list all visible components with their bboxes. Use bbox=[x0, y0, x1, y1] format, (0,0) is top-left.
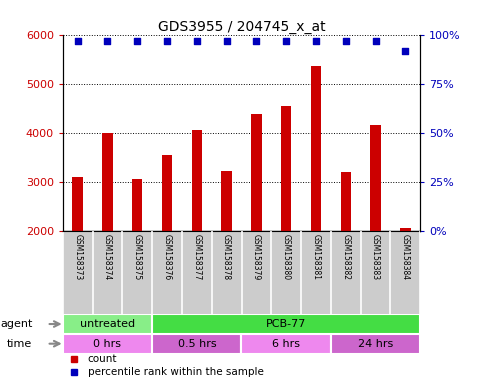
Text: count: count bbox=[88, 354, 117, 364]
Bar bbox=[152, 334, 242, 354]
Text: GSM158381: GSM158381 bbox=[312, 234, 320, 280]
Text: GSM158373: GSM158373 bbox=[73, 234, 82, 280]
Text: 0.5 hrs: 0.5 hrs bbox=[178, 339, 216, 349]
Point bbox=[163, 38, 171, 45]
Point bbox=[104, 38, 112, 45]
Bar bbox=[331, 334, 420, 354]
Bar bbox=[341, 172, 351, 231]
Text: GSM158379: GSM158379 bbox=[252, 234, 261, 280]
Text: GSM158378: GSM158378 bbox=[222, 234, 231, 280]
Bar bbox=[311, 66, 321, 231]
Text: GSM158377: GSM158377 bbox=[192, 234, 201, 280]
Text: GSM158375: GSM158375 bbox=[133, 234, 142, 280]
Bar bbox=[102, 133, 113, 231]
Bar bbox=[251, 114, 262, 231]
Bar bbox=[72, 177, 83, 231]
Point bbox=[401, 48, 409, 54]
Text: 6 hrs: 6 hrs bbox=[272, 339, 300, 349]
Point bbox=[312, 38, 320, 45]
Bar bbox=[192, 130, 202, 231]
Point bbox=[133, 38, 141, 45]
Bar bbox=[221, 171, 232, 231]
Text: GSM158384: GSM158384 bbox=[401, 234, 410, 280]
Point bbox=[253, 38, 260, 45]
Text: 0 hrs: 0 hrs bbox=[94, 339, 121, 349]
Point bbox=[193, 38, 201, 45]
Text: agent: agent bbox=[0, 319, 32, 329]
Text: GSM158376: GSM158376 bbox=[163, 234, 171, 280]
Text: GSM158383: GSM158383 bbox=[371, 234, 380, 280]
Point bbox=[342, 38, 350, 45]
Point bbox=[372, 38, 380, 45]
Point bbox=[282, 38, 290, 45]
Bar bbox=[370, 125, 381, 231]
Title: GDS3955 / 204745_x_at: GDS3955 / 204745_x_at bbox=[157, 20, 326, 33]
Text: untreated: untreated bbox=[80, 319, 135, 329]
Point bbox=[223, 38, 230, 45]
Text: percentile rank within the sample: percentile rank within the sample bbox=[88, 367, 264, 377]
Bar bbox=[242, 334, 331, 354]
Text: GSM158380: GSM158380 bbox=[282, 234, 291, 280]
Bar bbox=[63, 314, 152, 334]
Text: PCB-77: PCB-77 bbox=[266, 319, 306, 329]
Point bbox=[74, 38, 82, 45]
Text: 24 hrs: 24 hrs bbox=[358, 339, 393, 349]
Text: GSM158382: GSM158382 bbox=[341, 234, 350, 280]
Bar bbox=[400, 228, 411, 231]
Bar bbox=[152, 314, 420, 334]
Text: GSM158374: GSM158374 bbox=[103, 234, 112, 280]
Bar bbox=[132, 179, 142, 231]
Text: time: time bbox=[7, 339, 32, 349]
Bar bbox=[281, 106, 291, 231]
Bar bbox=[63, 334, 152, 354]
Bar bbox=[162, 155, 172, 231]
